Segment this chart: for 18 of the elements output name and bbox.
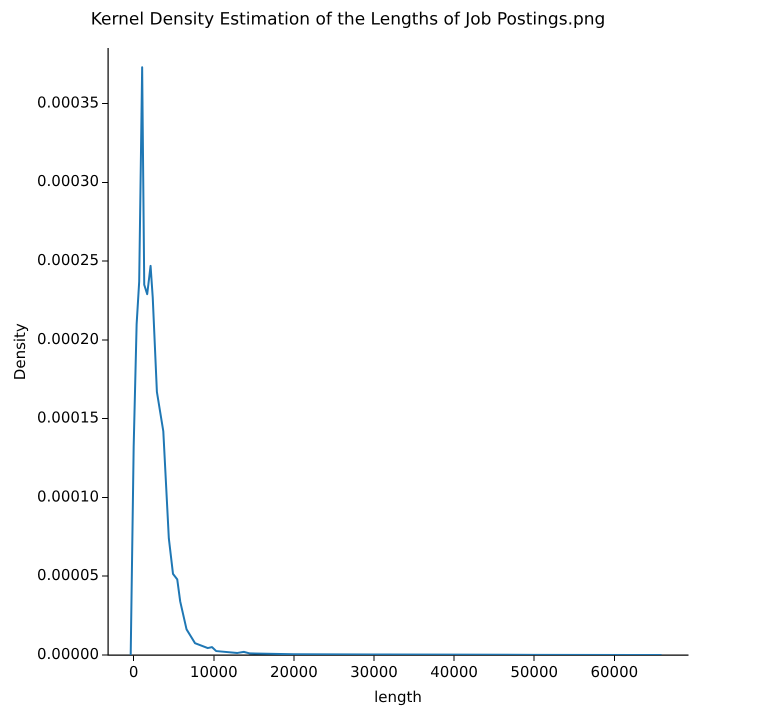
y-tick-label: 0.00000 [37, 644, 100, 663]
y-tick-label: 0.00020 [37, 330, 100, 348]
y-tick-label: 0.00005 [37, 566, 100, 584]
x-tick-label: 60000 [590, 662, 638, 681]
y-tick-label: 0.00010 [37, 487, 100, 506]
x-tick-label: 10000 [190, 662, 238, 681]
y-tick-label: 0.00035 [37, 93, 100, 112]
x-tick-label: 40000 [430, 662, 478, 681]
x-tick-label: 30000 [350, 662, 398, 681]
x-tick-label: 20000 [270, 662, 318, 681]
x-axis-title: length [374, 688, 422, 706]
chart-title: Kernel Density Estimation of the Lengths of Job Postings.png [90, 10, 606, 30]
y-axis-title: Density [10, 323, 29, 380]
y-tick-label: 0.00030 [37, 172, 100, 190]
x-tick-label: 0 [128, 662, 138, 681]
y-tick-label: 0.00015 [37, 408, 100, 427]
y-tick-label: 0.00025 [37, 250, 100, 269]
x-tick-label: 50000 [510, 662, 558, 681]
